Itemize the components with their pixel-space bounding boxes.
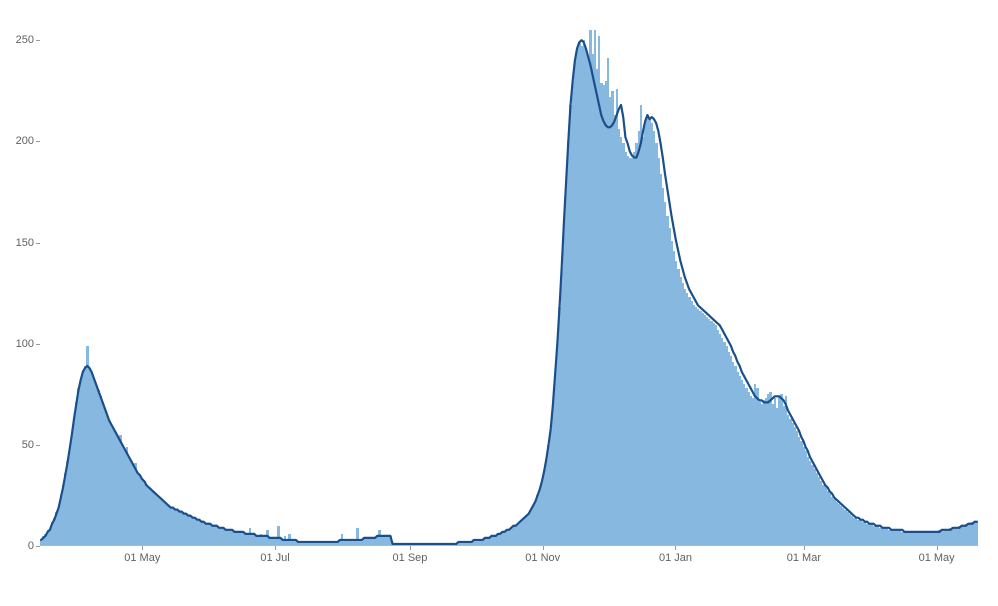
y-tick [36, 141, 40, 142]
y-tick-label: 200 [16, 135, 34, 147]
x-tick [804, 546, 805, 550]
y-tick [36, 243, 40, 244]
x-tick-label: 01 May [919, 552, 955, 564]
x-tick [543, 546, 544, 550]
x-axis-baseline [40, 545, 978, 546]
y-tick [36, 344, 40, 345]
plot-area: 050100150200250 01 May01 Jul01 Sep01 Nov… [40, 20, 978, 546]
y-tick-label: 100 [16, 338, 34, 350]
x-tick-label: 01 Jul [260, 552, 289, 564]
x-tick-label: 01 Sep [393, 552, 428, 564]
y-tick-label: 0 [28, 540, 34, 552]
y-tick-label: 50 [22, 439, 34, 451]
x-tick-label: 01 Mar [787, 552, 821, 564]
x-tick-label: 01 Jan [659, 552, 692, 564]
x-tick-label: 01 May [124, 552, 160, 564]
y-tick-label: 150 [16, 237, 34, 249]
x-tick [142, 546, 143, 550]
y-tick [36, 445, 40, 446]
y-tick [36, 40, 40, 41]
x-tick [275, 546, 276, 550]
y-tick-label: 250 [16, 34, 34, 46]
x-tick [675, 546, 676, 550]
x-tick [410, 546, 411, 550]
x-tick [937, 546, 938, 550]
time-series-chart: 0 50 100 150 200 250 01 May 01 Jul 01 Sep 01 Nov… [0, 0, 998, 606]
y-tick [36, 546, 40, 547]
x-tick-label: 01 Nov [525, 552, 560, 564]
line-layer [40, 20, 978, 546]
